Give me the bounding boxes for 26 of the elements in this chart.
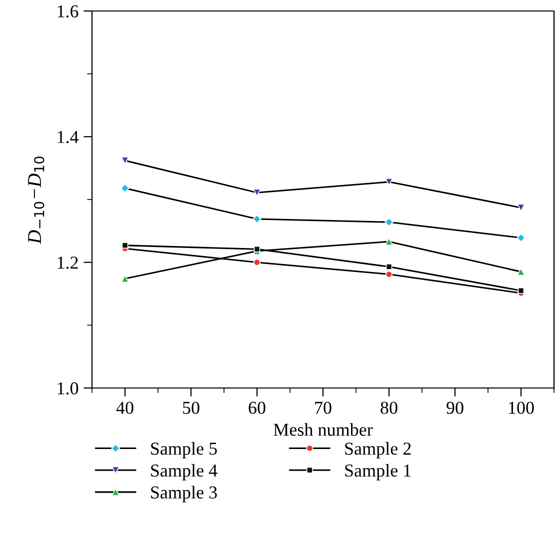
x-tick-label: 40	[116, 402, 134, 414]
point	[384, 218, 394, 226]
x-tick-label: 60	[248, 402, 266, 414]
point	[122, 242, 128, 249]
legend-label: Sample 2	[345, 442, 411, 458]
y-tick-label: 1.2	[58, 256, 78, 269]
x-tick-label: 70	[315, 402, 332, 414]
point	[253, 258, 261, 266]
x-tick-label: 50	[183, 402, 200, 414]
point	[254, 246, 260, 252]
point	[252, 214, 262, 224]
point	[518, 287, 524, 294]
x-axis-title: Mesh number	[274, 423, 373, 436]
x-tick-label: 80	[380, 402, 398, 414]
legend-label: Sample 3	[151, 486, 217, 502]
x-tick-label: 100	[509, 402, 534, 414]
legend-label: Sample 1	[345, 464, 411, 480]
y-tick-label: 1.4	[58, 131, 79, 144]
point	[385, 270, 393, 278]
x-tick-label: 90	[446, 402, 464, 414]
legend-label: Sample 5	[151, 442, 217, 458]
y-tick-label: 1.6	[58, 5, 78, 18]
y-axis-title: D$_{−10}$−D$_{10}$	[28, 156, 44, 244]
legend-label: Sample 4	[151, 464, 218, 480]
point	[386, 264, 392, 270]
y-tick-label: 1.0	[58, 382, 78, 395]
